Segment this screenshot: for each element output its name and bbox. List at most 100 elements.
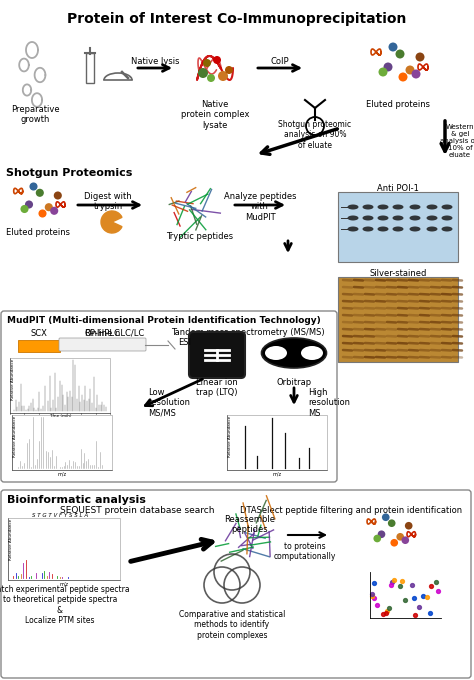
Wedge shape — [101, 211, 122, 233]
Ellipse shape — [441, 226, 453, 231]
Text: SEQUEST protein database search: SEQUEST protein database search — [60, 506, 215, 515]
Circle shape — [399, 73, 408, 82]
Bar — [368, 570, 443, 620]
Circle shape — [416, 52, 425, 61]
Ellipse shape — [392, 226, 403, 231]
Bar — [8, 518, 120, 580]
Circle shape — [378, 530, 385, 538]
Ellipse shape — [427, 226, 438, 231]
Circle shape — [396, 533, 404, 541]
Text: Silver-stained: Silver-stained — [369, 269, 427, 278]
Text: Eluted proteins: Eluted proteins — [6, 228, 70, 237]
Circle shape — [29, 182, 37, 190]
Ellipse shape — [347, 205, 358, 209]
Text: Linear ion
trap (LTQ): Linear ion trap (LTQ) — [196, 378, 238, 397]
Ellipse shape — [392, 216, 403, 220]
Text: Analyze peptides
with
MudPIT: Analyze peptides with MudPIT — [224, 192, 296, 222]
Circle shape — [203, 59, 211, 67]
Circle shape — [213, 56, 221, 64]
Ellipse shape — [262, 338, 327, 368]
Text: Reassemble
peptides: Reassemble peptides — [225, 515, 275, 534]
Circle shape — [218, 71, 228, 81]
Circle shape — [54, 192, 62, 199]
Text: MudPIT (Multi-dimensional Protein Identification Technology): MudPIT (Multi-dimensional Protein Identi… — [7, 316, 321, 325]
Text: Protein of Interest Co-Immunoprecipitation: Protein of Interest Co-Immunoprecipitati… — [67, 12, 407, 26]
Circle shape — [50, 207, 58, 215]
Ellipse shape — [410, 216, 420, 220]
Circle shape — [20, 205, 28, 213]
Bar — [10, 358, 110, 413]
FancyBboxPatch shape — [1, 490, 471, 678]
Text: Relative Abundance: Relative Abundance — [228, 416, 232, 457]
Ellipse shape — [410, 226, 420, 231]
Text: ESI: ESI — [178, 338, 191, 347]
Text: Native
protein complex
lysate: Native protein complex lysate — [181, 100, 249, 130]
Circle shape — [198, 68, 208, 78]
Ellipse shape — [363, 205, 374, 209]
Text: DTASelect peptide filtering and protein identification: DTASelect peptide filtering and protein … — [240, 506, 462, 515]
Bar — [338, 192, 458, 262]
Ellipse shape — [301, 346, 323, 360]
Circle shape — [401, 537, 409, 544]
Text: Tandem mass spectrometry (MS/MS): Tandem mass spectrometry (MS/MS) — [171, 328, 325, 337]
Bar — [86, 53, 94, 83]
Bar — [18, 340, 60, 352]
FancyBboxPatch shape — [189, 332, 245, 378]
Ellipse shape — [441, 216, 453, 220]
Circle shape — [38, 209, 46, 218]
Ellipse shape — [427, 216, 438, 220]
Text: Low
resolution
MS/MS: Low resolution MS/MS — [148, 388, 190, 418]
Text: Preparative
growth: Preparative growth — [11, 105, 59, 124]
Text: RP-HPLC: RP-HPLC — [84, 329, 120, 338]
Ellipse shape — [392, 205, 403, 209]
Text: to proteins
computationally: to proteins computationally — [274, 542, 336, 562]
Circle shape — [36, 189, 44, 197]
Ellipse shape — [410, 205, 420, 209]
Circle shape — [405, 522, 412, 530]
Circle shape — [405, 65, 414, 75]
Text: Digest with
trypsin: Digest with trypsin — [84, 192, 132, 211]
Ellipse shape — [363, 216, 374, 220]
Text: Relative Abundance: Relative Abundance — [13, 416, 17, 457]
FancyBboxPatch shape — [59, 338, 146, 351]
Text: Shotgun proteomic
analysis on 90%
of eluate: Shotgun proteomic analysis on 90% of elu… — [278, 120, 352, 150]
Circle shape — [389, 42, 398, 52]
Text: S T G T V F Y S S L A: S T G T V F Y S S L A — [32, 513, 88, 518]
Circle shape — [391, 539, 398, 547]
Ellipse shape — [347, 216, 358, 220]
Text: Relative Abundance: Relative Abundance — [11, 359, 15, 400]
Circle shape — [379, 67, 388, 77]
Circle shape — [382, 513, 390, 521]
Text: Western
& gel
analysis on
10% of
eluate: Western & gel analysis on 10% of eluate — [440, 124, 474, 158]
Bar — [338, 277, 458, 362]
Text: Online nLC/LC: Online nLC/LC — [85, 328, 145, 337]
Text: Tryptic peptides: Tryptic peptides — [166, 232, 234, 241]
Text: Relative Abundance: Relative Abundance — [9, 519, 13, 560]
Circle shape — [25, 201, 33, 209]
Ellipse shape — [377, 216, 389, 220]
Circle shape — [225, 66, 233, 74]
Circle shape — [207, 74, 215, 82]
Ellipse shape — [427, 205, 438, 209]
Ellipse shape — [347, 226, 358, 231]
Circle shape — [395, 50, 404, 58]
Text: Orbitrap: Orbitrap — [276, 378, 311, 387]
Text: Eluted proteins: Eluted proteins — [366, 100, 430, 109]
Text: Comparative and statistical
methods to identify
protein complexes: Comparative and statistical methods to i… — [179, 610, 285, 640]
Ellipse shape — [441, 205, 453, 209]
Ellipse shape — [265, 346, 287, 360]
Text: m/z: m/z — [273, 471, 282, 476]
Circle shape — [411, 69, 420, 78]
Ellipse shape — [363, 226, 374, 231]
Text: Native lysis: Native lysis — [131, 57, 179, 66]
FancyBboxPatch shape — [1, 311, 337, 482]
Text: SCX: SCX — [30, 329, 47, 338]
Circle shape — [374, 534, 381, 543]
Text: m/z: m/z — [59, 581, 69, 586]
Text: High
resolution
MS: High resolution MS — [308, 388, 350, 418]
Text: Anti POI-1: Anti POI-1 — [377, 184, 419, 193]
Text: m/z: m/z — [57, 471, 66, 476]
Circle shape — [388, 520, 395, 527]
Text: CoIP: CoIP — [271, 57, 289, 66]
Text: Time (min): Time (min) — [49, 414, 71, 418]
